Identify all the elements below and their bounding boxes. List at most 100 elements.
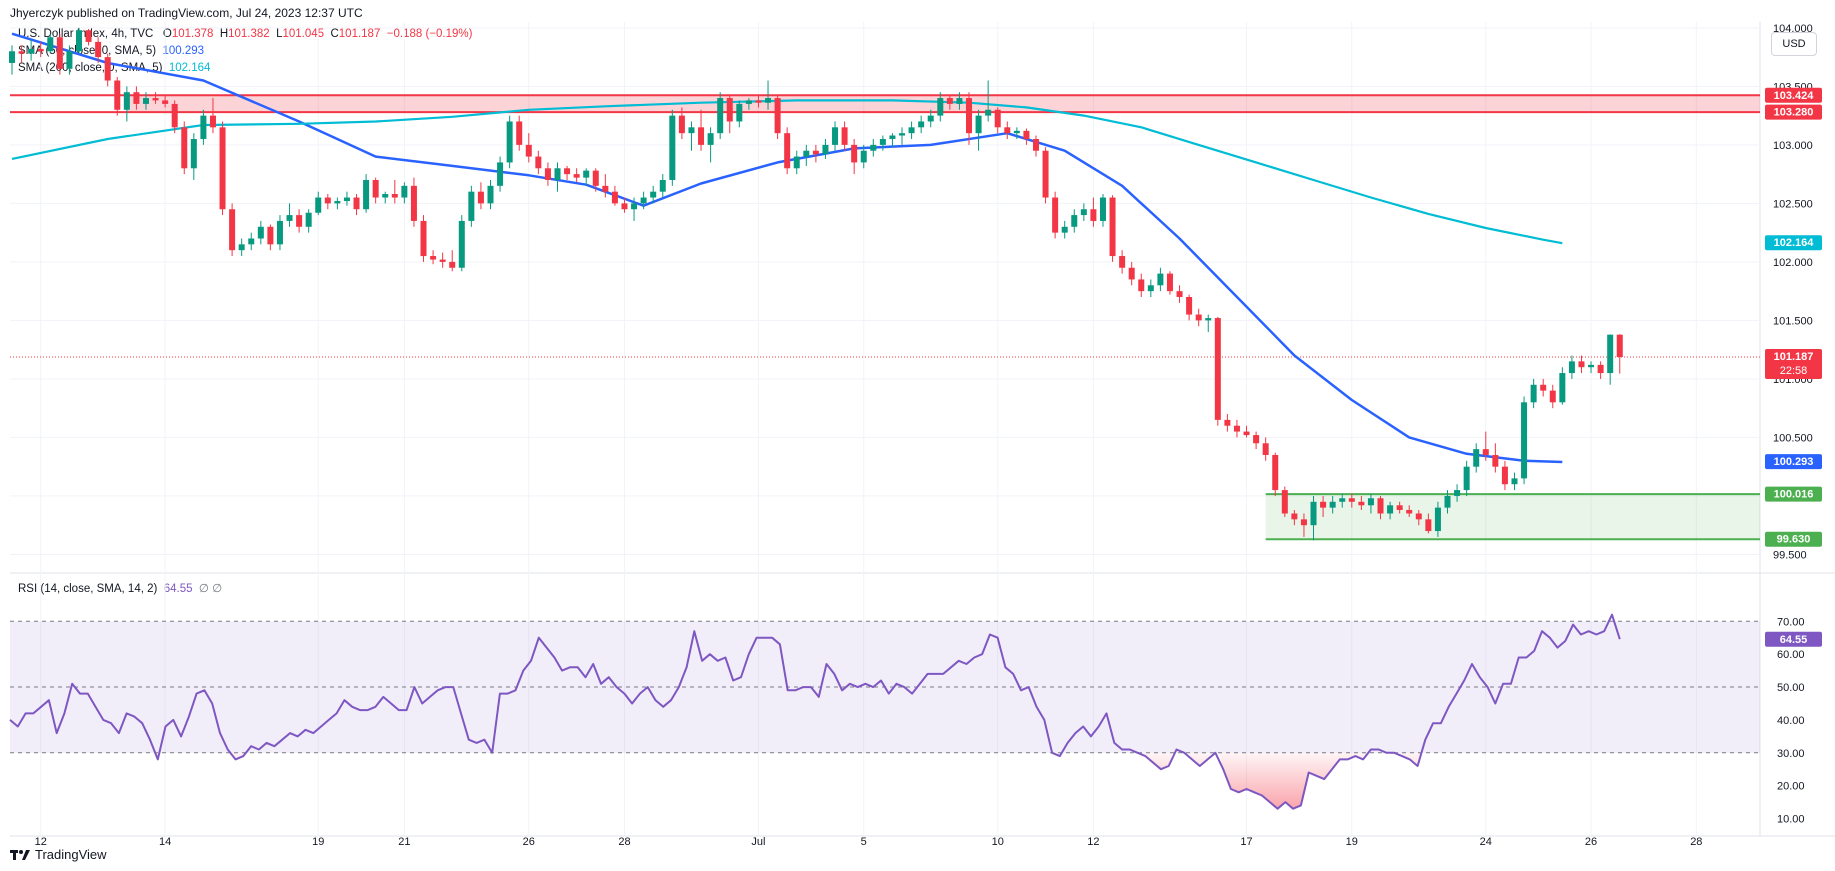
rsi-value-label	[1765, 631, 1822, 647]
price-label-text-support-top: 100.016	[1774, 489, 1814, 501]
time-tick-label: 21	[398, 836, 410, 848]
candle-body	[1061, 226, 1068, 233]
candle-body	[650, 191, 657, 198]
candle-body	[1291, 513, 1298, 520]
candle-body	[410, 185, 417, 221]
close-value: 101.187	[338, 28, 381, 40]
candle-body	[209, 115, 216, 128]
candle-body	[994, 109, 1001, 128]
candle-body	[1597, 364, 1604, 374]
candles	[9, 27, 1623, 541]
price-label-support-bottom	[1765, 531, 1822, 547]
price-label-sma200	[1765, 235, 1822, 251]
candle-body	[1272, 454, 1279, 491]
rsi-pane	[9, 613, 1760, 810]
candle-body	[985, 109, 992, 116]
price-label-resistance-bottom	[1765, 104, 1822, 120]
candle-body	[573, 174, 580, 178]
rsi-legend[interactable]: RSI (14, close, SMA, 14, 2) 64.55 ∅ ∅	[18, 581, 222, 595]
candle-body	[229, 209, 236, 251]
time-tick-label: 12	[1087, 836, 1099, 848]
time-tick-label: 26	[523, 836, 535, 848]
candle-body	[1023, 130, 1030, 140]
tradingview-logo-icon	[10, 849, 30, 860]
candle-body	[659, 179, 666, 192]
candle-body	[382, 194, 389, 198]
candle-body	[487, 185, 494, 204]
rsi-legend-value: 64.55	[163, 583, 193, 595]
price-tick-label: 102.000	[1773, 257, 1813, 269]
candle-body	[47, 37, 54, 52]
candle-body	[918, 121, 925, 128]
candle-body	[860, 150, 867, 163]
candle-body	[937, 98, 944, 116]
candle-body	[1568, 361, 1575, 374]
candle-body	[1109, 197, 1116, 257]
candle-body	[257, 226, 264, 239]
rsi-tick-label: 50.00	[1777, 682, 1805, 694]
candle-body	[1281, 490, 1288, 514]
candle-body	[296, 215, 303, 227]
price-label-text-support-bottom: 99.630	[1777, 534, 1811, 546]
candle-body	[841, 127, 848, 145]
price-label-sma50	[1765, 454, 1822, 470]
candle-body	[1052, 197, 1059, 233]
sma200-value: 102.164	[168, 62, 211, 74]
time-tick-label: Jul	[751, 836, 765, 848]
time-tick-label: 14	[159, 836, 171, 848]
price-tick-label: 101.500	[1773, 315, 1813, 327]
candle-body	[889, 135, 896, 140]
candle-body	[286, 215, 293, 221]
candle-body	[1176, 291, 1183, 297]
sma200-legend[interactable]: SMA (200, close, 0, SMA, 5) 102.164	[18, 62, 210, 74]
candle-body	[1214, 318, 1221, 420]
candle-body	[736, 103, 743, 122]
candle-body	[401, 185, 408, 198]
price-tick-label: 102.500	[1773, 198, 1813, 210]
currency-button[interactable]: USD	[1771, 32, 1817, 56]
price-label-text-resistance-top: 103.424	[1774, 90, 1815, 102]
sma50-value: 100.293	[162, 45, 205, 57]
candle-body	[449, 261, 456, 268]
candle-body	[477, 191, 484, 204]
candle-body	[1329, 501, 1336, 508]
candle-body	[946, 98, 953, 104]
candle-body	[1425, 519, 1432, 532]
candle-body	[640, 197, 647, 204]
countdown-text: 22:58	[1780, 365, 1808, 377]
rsi-value-label-text: 64.55	[1780, 634, 1808, 646]
candle-body	[698, 127, 705, 145]
candle-body	[1195, 314, 1202, 321]
candle-body	[832, 127, 839, 145]
candle-body	[1348, 498, 1355, 502]
candle-body	[1071, 215, 1078, 227]
price-labels: 103.424 103.280 102.164 101.187 22:58 100.293…	[1765, 87, 1822, 647]
price-label-text-sma50: 100.293	[1774, 456, 1814, 468]
candle-body	[1530, 384, 1537, 403]
axes: 99.500100.000100.500101.000101.500102.00…	[35, 23, 1813, 848]
publisher-line: Jhyerczyk published on TradingView.com, …	[10, 6, 363, 20]
candle-body	[1358, 501, 1365, 506]
tradingview-brand[interactable]: TradingView	[10, 847, 107, 862]
price-label-support-top	[1765, 486, 1822, 502]
candle-body	[678, 115, 685, 134]
candle-body	[1166, 273, 1173, 292]
price-label-last	[1765, 349, 1822, 380]
candle-body	[1090, 209, 1097, 221]
candle-body	[544, 168, 551, 180]
rsi-tick-label: 70.00	[1777, 616, 1805, 628]
candle-body	[516, 121, 523, 145]
grid-lines	[10, 22, 1835, 837]
resistance-zone	[126, 95, 1761, 113]
candle-body	[37, 48, 44, 52]
candle-body	[631, 203, 638, 210]
candle-body	[1444, 495, 1451, 508]
candle-body	[200, 115, 207, 140]
candle-body	[717, 98, 724, 134]
price-label-resistance-top	[1765, 87, 1822, 103]
candle-body	[1559, 373, 1566, 403]
candle-body	[267, 226, 274, 245]
candle-body	[1013, 130, 1020, 134]
rsi-tick-label: 30.00	[1777, 748, 1805, 760]
